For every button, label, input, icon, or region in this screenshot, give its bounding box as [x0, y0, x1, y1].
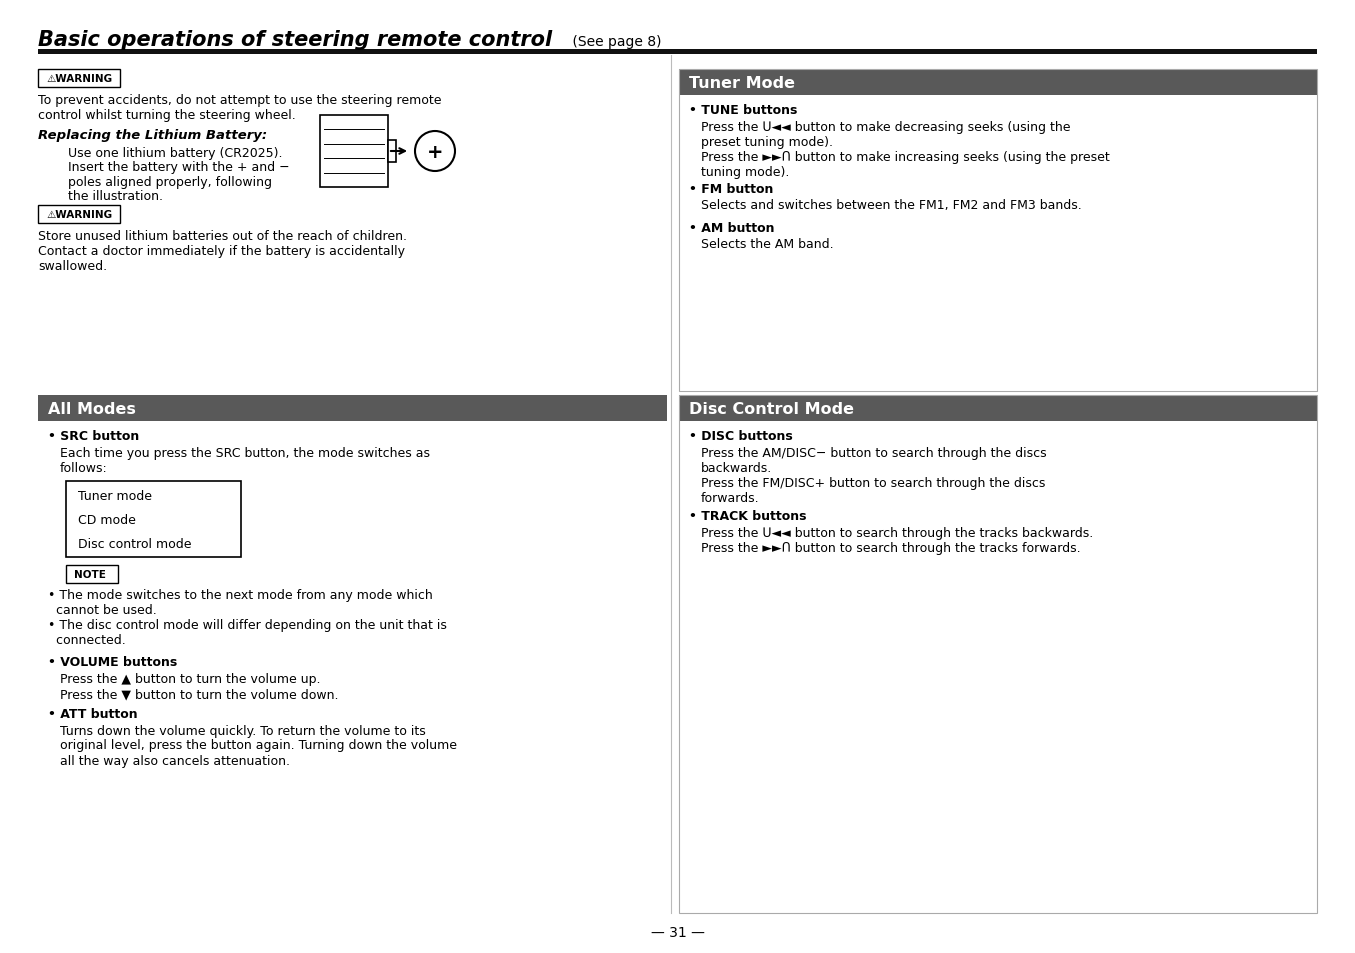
Text: ⚠WARNING: ⚠WARNING — [46, 210, 112, 220]
Text: Basic operations of steering remote control: Basic operations of steering remote cont… — [38, 30, 551, 50]
Text: ⚠WARNING: ⚠WARNING — [46, 74, 112, 84]
Text: Selects and switches between the FM1, FM2 and FM3 bands.: Selects and switches between the FM1, FM… — [701, 199, 1081, 212]
Bar — [679, 395, 1317, 421]
Text: • AM button: • AM button — [688, 221, 774, 234]
Text: Turns down the volume quickly. To return the volume to its
original level, press: Turns down the volume quickly. To return… — [60, 723, 457, 767]
Bar — [38, 206, 121, 224]
Text: Use one lithium battery (CR2025).: Use one lithium battery (CR2025). — [68, 147, 282, 159]
Text: poles aligned properly, following: poles aligned properly, following — [68, 175, 272, 189]
Bar — [66, 481, 241, 557]
Text: Tuner mode: Tuner mode — [79, 489, 152, 502]
Bar — [38, 395, 667, 421]
Text: • The disc control mode will differ depending on the unit that is
  connected.: • The disc control mode will differ depe… — [47, 618, 447, 647]
Bar — [679, 70, 1317, 392]
Text: Press the ᑌ◄◄ button to make decreasing seeks (using the
preset tuning mode).
Pr: Press the ᑌ◄◄ button to make decreasing … — [701, 120, 1110, 178]
Text: • The mode switches to the next mode from any mode which
  cannot be used.: • The mode switches to the next mode fro… — [47, 588, 432, 616]
Text: — 31 —: — 31 — — [650, 925, 705, 939]
Text: • FM button: • FM button — [688, 182, 774, 195]
Text: • TUNE buttons: • TUNE buttons — [688, 104, 797, 117]
Text: Disc control mode: Disc control mode — [79, 537, 191, 550]
Bar — [38, 50, 1317, 55]
Text: NOTE: NOTE — [75, 569, 106, 578]
Text: • TRACK buttons: • TRACK buttons — [688, 510, 806, 523]
Text: Press the ▲ button to turn the volume up.
Press the ▼ button to turn the volume : Press the ▲ button to turn the volume up… — [60, 672, 339, 700]
Text: Tuner Mode: Tuner Mode — [688, 75, 795, 91]
Text: +: + — [427, 142, 443, 161]
Text: Press the ᑌ◄◄ button to search through the tracks backwards.
Press the ►►ᑎ butto: Press the ᑌ◄◄ button to search through t… — [701, 526, 1093, 555]
Text: Replacing the Lithium Battery:: Replacing the Lithium Battery: — [38, 129, 267, 142]
Text: Selects the AM band.: Selects the AM band. — [701, 237, 833, 251]
Bar — [66, 565, 118, 583]
Text: Store unused lithium batteries out of the reach of children.
Contact a doctor im: Store unused lithium batteries out of th… — [38, 230, 406, 273]
Text: Disc Control Mode: Disc Control Mode — [688, 401, 854, 416]
Text: • SRC button: • SRC button — [47, 430, 140, 442]
Text: Each time you press the SRC button, the mode switches as
follows:: Each time you press the SRC button, the … — [60, 446, 430, 474]
Bar — [679, 395, 1317, 913]
Text: Insert the battery with the + and −: Insert the battery with the + and − — [68, 161, 290, 173]
Text: (See page 8): (See page 8) — [568, 35, 661, 49]
Text: • ATT button: • ATT button — [47, 707, 138, 720]
Text: the illustration.: the illustration. — [68, 190, 163, 203]
Bar — [679, 70, 1317, 96]
Bar — [320, 116, 388, 188]
Text: • VOLUME buttons: • VOLUME buttons — [47, 656, 178, 669]
Text: To prevent accidents, do not attempt to use the steering remote
control whilst t: To prevent accidents, do not attempt to … — [38, 94, 442, 122]
Text: • DISC buttons: • DISC buttons — [688, 430, 793, 442]
Bar — [38, 70, 121, 88]
Text: All Modes: All Modes — [47, 401, 136, 416]
Text: Press the AM/DISC− button to search through the discs
backwards.
Press the FM/DI: Press the AM/DISC− button to search thro… — [701, 446, 1046, 504]
Text: CD mode: CD mode — [79, 513, 136, 526]
Bar — [388, 141, 396, 163]
